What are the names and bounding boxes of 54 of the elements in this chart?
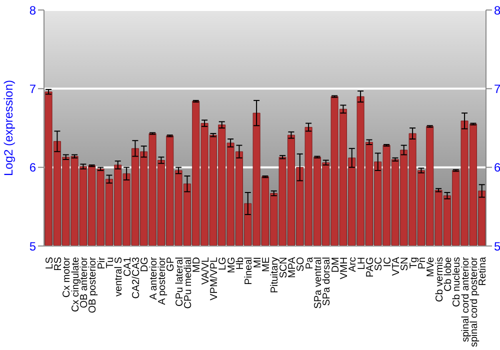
x-tick-label: SPa ventral bbox=[313, 257, 324, 309]
x-tick-label: A posterior bbox=[157, 256, 168, 305]
x-tick-label: LH bbox=[356, 257, 368, 270]
y2-tick-label: 6 bbox=[494, 160, 500, 175]
x-tick-label: CA1 bbox=[122, 256, 134, 276]
y2-tick-label: 7 bbox=[494, 82, 500, 96]
y-tick-label: 5 bbox=[29, 239, 36, 254]
y-tick-label: 7 bbox=[29, 82, 36, 96]
x-tick-label: Cb nucleus bbox=[452, 257, 463, 308]
x-tick-label: LG bbox=[218, 256, 229, 270]
x-tick-label: SPa dorsal bbox=[322, 257, 333, 306]
x-tick-label: IC bbox=[382, 257, 394, 267]
x-tick-label: MI bbox=[252, 257, 264, 268]
x-tick-label: A anterior bbox=[148, 256, 160, 300]
x-tick-label: Pineal bbox=[244, 257, 255, 285]
x-tick-label: VTA bbox=[391, 256, 402, 276]
y-axis-title: Log2 (expression) bbox=[1, 80, 16, 176]
x-tick-label: SCN bbox=[278, 257, 290, 278]
y2-tick-label: 5 bbox=[494, 239, 500, 254]
x-tick-label: VMH bbox=[339, 257, 350, 280]
x-tick-label: MPA bbox=[287, 256, 298, 278]
x-tick-label: Hb bbox=[235, 256, 246, 270]
x-tick-label: spinal cord anterior bbox=[460, 256, 472, 342]
x-tick-label: OB posterior bbox=[88, 256, 99, 314]
x-tick-label: PAG bbox=[365, 256, 376, 278]
x-tick-label: spinal cord posterior bbox=[469, 256, 480, 348]
x-tick-label: Pituitary bbox=[270, 257, 281, 294]
x-tick-label: DM bbox=[330, 257, 342, 273]
y-tick-label: 6 bbox=[29, 160, 36, 175]
x-tick-label: ventral S bbox=[114, 256, 125, 296]
x-tick-label: Cx cingulate bbox=[70, 256, 82, 312]
x-tick-label: GP bbox=[166, 256, 177, 272]
x-tick-label: Arc bbox=[348, 257, 359, 272]
x-tick-label: Retina bbox=[478, 256, 489, 286]
x-tick-label: ME bbox=[261, 256, 272, 272]
x-tick-label: Tu bbox=[105, 257, 116, 268]
x-tick-label: Tg bbox=[408, 257, 420, 269]
x-tick-label: DG bbox=[140, 256, 151, 272]
x-tick-label: Pa bbox=[304, 256, 316, 270]
x-tick-label: SO bbox=[296, 256, 307, 272]
x-tick-label: RS bbox=[53, 256, 64, 271]
x-tick-label: VPM/VPL bbox=[209, 256, 220, 300]
x-tick-label: MVe bbox=[426, 256, 437, 278]
x-tick-label: Cb lobe bbox=[443, 256, 454, 292]
y-tick-label: 8 bbox=[29, 3, 36, 18]
x-tick-label: SN bbox=[400, 257, 411, 271]
x-tick-label: OB anterior bbox=[79, 256, 90, 308]
x-tick-label: CA2/CA3 bbox=[131, 256, 142, 299]
x-tick-label: SC bbox=[374, 257, 385, 271]
x-tick-label: CPu medial bbox=[183, 257, 194, 309]
x-tick-label: LS bbox=[44, 256, 56, 270]
y2-tick-label: 8 bbox=[494, 3, 500, 18]
x-tick-label: Pir bbox=[96, 256, 108, 270]
x-tick-label: Pn bbox=[417, 257, 428, 270]
